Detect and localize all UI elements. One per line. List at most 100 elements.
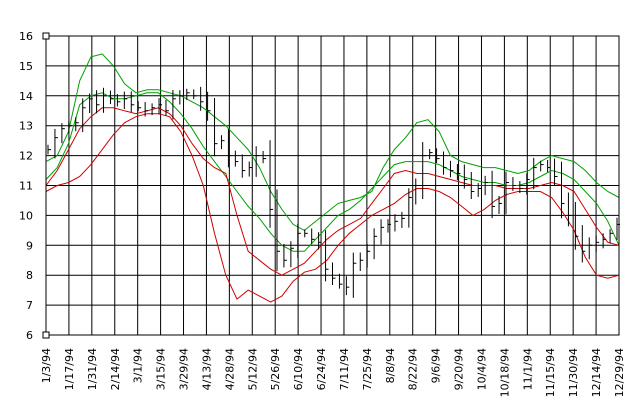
price-bar — [248, 161, 253, 177]
x-tick-label: 3/15/94 — [155, 348, 168, 390]
price-bar — [82, 98, 86, 133]
price-bar — [401, 211, 405, 228]
x-tick-label: 9/6/94 — [430, 348, 443, 383]
price-bar — [130, 91, 135, 113]
price-bar — [519, 180, 523, 194]
middle-green-band-line — [45, 92, 620, 252]
price-bar — [234, 150, 239, 167]
price-bar — [380, 219, 385, 245]
x-tick-label: 9/20/94 — [453, 348, 466, 390]
price-bar — [54, 128, 58, 159]
price-bar — [227, 128, 232, 168]
price-bar — [574, 202, 579, 250]
y-tick-label: 12 — [19, 150, 33, 163]
price-bar — [547, 160, 551, 173]
price-bar — [165, 99, 169, 116]
price-bar — [449, 160, 454, 178]
x-tick-label: 6/24/94 — [315, 348, 328, 390]
price-bar — [463, 164, 468, 189]
y-tick-label: 11 — [19, 180, 33, 193]
price-bar — [338, 273, 343, 289]
x-tick-label: 12/14/94 — [590, 348, 603, 397]
price-bar — [567, 192, 572, 227]
price-bar — [609, 229, 614, 244]
price-bar — [262, 150, 267, 164]
price-bar — [283, 244, 287, 268]
price-bar — [269, 140, 274, 228]
price-bar — [214, 98, 218, 157]
price-bar — [595, 235, 600, 252]
price-bar — [241, 154, 246, 178]
y-tick-label: 9 — [26, 239, 33, 252]
price-bar — [304, 229, 308, 238]
price-bar — [47, 144, 51, 155]
price-bar — [470, 171, 475, 200]
price-bar — [109, 90, 114, 105]
price-bar — [484, 175, 489, 196]
upper-green-band-line — [45, 53, 620, 231]
price-bar — [297, 223, 301, 258]
price-bar — [512, 177, 516, 191]
axis-end-markers — [42, 32, 50, 339]
x-tick-label: 5/26/94 — [269, 348, 282, 390]
price-bar — [193, 89, 197, 100]
x-tick-label: 7/11/94 — [338, 348, 351, 390]
x-tick-label: 1/3/94 — [40, 348, 53, 383]
price-bar — [311, 228, 315, 245]
price-bar — [588, 237, 593, 260]
x-axis: 1/3/94 1/17/94 1/31/94 2/14/94 3/1/94 3/15/94… — [40, 348, 626, 397]
price-bar — [554, 158, 558, 186]
price-bar — [179, 90, 183, 105]
price-bar — [415, 178, 419, 205]
price-bar — [359, 252, 364, 272]
x-tick-label: 11/30/94 — [567, 348, 580, 397]
price-bar — [345, 276, 350, 296]
lower-red-band-line — [45, 113, 620, 303]
price-bar — [366, 243, 371, 268]
price-bar — [75, 117, 79, 132]
price-bar — [290, 241, 294, 268]
x-tick-label: 4/28/94 — [223, 348, 236, 390]
price-bar — [61, 123, 65, 144]
x-tick-label: 8/8/94 — [384, 348, 397, 383]
y-axis-bottom-marker — [42, 331, 50, 339]
price-bar — [408, 188, 412, 228]
x-tick-label: 5/12/94 — [246, 348, 259, 390]
band-lines — [45, 53, 620, 303]
x-tick-label: 10/4/94 — [475, 348, 488, 390]
price-bar — [477, 183, 482, 197]
price-bar — [158, 98, 163, 115]
price-bar — [276, 189, 280, 272]
price-bar — [581, 225, 586, 263]
price-bar — [103, 87, 107, 113]
y-tick-label: 7 — [26, 299, 33, 312]
price-bar — [116, 94, 121, 107]
price-bar — [89, 93, 93, 114]
price-bar — [394, 214, 398, 232]
x-tick-label: 7/25/94 — [361, 348, 374, 390]
x-tick-label: 11/1/94 — [521, 348, 534, 390]
y-axis: 16 15 14 13 12 11 10 9 8 7 6 — [19, 30, 33, 342]
x-tick-label: 3/1/94 — [132, 348, 145, 383]
price-bar — [68, 121, 72, 134]
price-bar — [443, 151, 447, 175]
upper-red-band-line — [45, 107, 620, 276]
price-bar — [456, 164, 461, 181]
price-bar — [151, 103, 156, 116]
x-tick-label: 8/22/94 — [407, 348, 420, 390]
price-bar — [144, 102, 149, 117]
x-tick-label: 3/29/94 — [178, 348, 191, 390]
y-tick-label: 13 — [19, 120, 33, 133]
price-bar — [207, 91, 211, 121]
price-bar — [96, 90, 100, 114]
y-tick-label: 16 — [19, 30, 33, 43]
x-tick-label: 4/13/94 — [200, 348, 213, 390]
x-tick-label: 10/18/94 — [498, 348, 511, 397]
x-tick-label: 1/31/94 — [86, 348, 99, 390]
price-bar — [560, 161, 565, 219]
price-bar — [505, 171, 509, 215]
x-tick-label: 6/10/94 — [292, 348, 305, 390]
x-tick-label: 2/14/94 — [109, 348, 122, 390]
price-bar — [220, 135, 225, 150]
